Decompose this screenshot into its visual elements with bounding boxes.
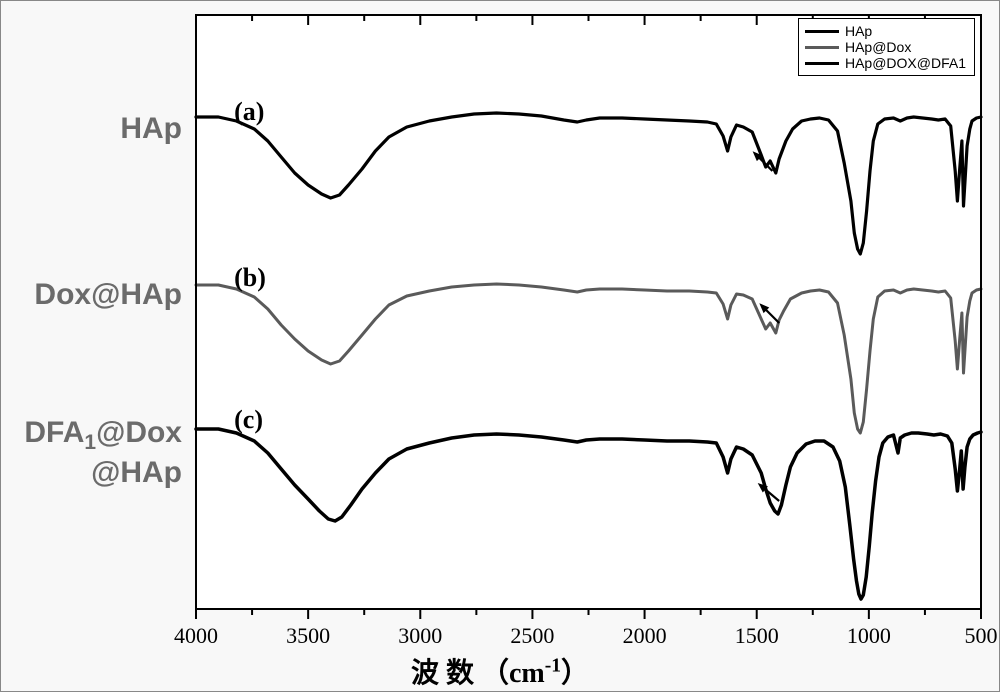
legend-swatch bbox=[805, 62, 839, 65]
legend-label: HAp@DOX@DFA1 bbox=[845, 55, 966, 71]
x-tick-label: 4000 bbox=[174, 623, 218, 648]
legend-label: HAp bbox=[845, 23, 872, 39]
legend-label: HAp@Dox bbox=[845, 39, 911, 55]
x-tick-label: 500 bbox=[965, 623, 998, 648]
x-tick-label: 3500 bbox=[286, 623, 330, 648]
series-label: DFA1@Dox@HAp bbox=[1, 415, 182, 491]
legend-item: HAp@DOX@DFA1 bbox=[805, 55, 966, 71]
ftir-figure: 4000 3500 3000 2500 2000 1500 1000 500 波 数 （cm-… bbox=[0, 0, 1000, 692]
plot-area bbox=[196, 15, 981, 609]
x-tick-label: 2000 bbox=[623, 623, 667, 648]
series-label: HAp bbox=[1, 111, 182, 147]
legend-swatch bbox=[805, 46, 839, 49]
legend-swatch bbox=[805, 30, 839, 33]
series-label: Dox@HAp bbox=[1, 277, 182, 313]
legend: HApHAp@DoxHAp@DOX@DFA1 bbox=[798, 18, 975, 76]
x-axis-label: 波 数 （cm-1） bbox=[1, 651, 999, 691]
inset-label: (c) bbox=[234, 405, 263, 435]
legend-item: HAp bbox=[805, 23, 966, 39]
legend-item: HAp@Dox bbox=[805, 39, 966, 55]
inset-label: (a) bbox=[234, 97, 264, 127]
x-tick-label: 1500 bbox=[735, 623, 779, 648]
x-tick-label: 3000 bbox=[398, 623, 442, 648]
x-tick-label: 1000 bbox=[847, 623, 891, 648]
x-tick-label: 2500 bbox=[510, 623, 554, 648]
plot-svg: 4000 3500 3000 2500 2000 1500 1000 500 bbox=[1, 1, 1000, 693]
inset-label: (b) bbox=[234, 263, 266, 293]
